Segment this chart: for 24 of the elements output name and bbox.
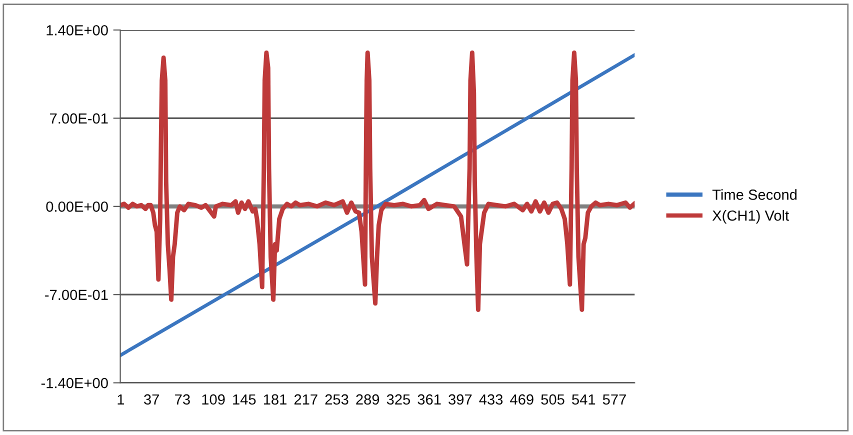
x-tick-label: 181 — [264, 394, 286, 405]
legend-label: X(CH1) Volt — [712, 210, 789, 224]
y-tick-label: -1.40E+00 — [41, 378, 108, 388]
x-tick-label: 37 — [144, 394, 159, 405]
x-tick-label: 397 — [448, 394, 472, 405]
y-tick-label: -7.00E-01 — [45, 290, 108, 300]
y-tick-label: 0.00E+00 — [46, 202, 108, 212]
x-tick-label: 289 — [356, 394, 380, 405]
x-tick-label: 253 — [325, 394, 348, 405]
x-tick-label: 361 — [418, 394, 441, 405]
x-tick-label: 1 — [118, 394, 124, 404]
x-tick-label: 217 — [294, 394, 318, 404]
x-tick-label: 469 — [510, 394, 534, 405]
x-tick-label: 433 — [479, 394, 503, 405]
x-tick-label: 325 — [386, 394, 410, 405]
x-tick-label: 145 — [233, 394, 256, 405]
y-tick-label: 7.00E-01 — [50, 113, 108, 124]
x-tick-label: 541 — [572, 394, 596, 405]
x-tick-label: 505 — [541, 394, 564, 405]
y-tick-label: 1.40E+00 — [46, 25, 108, 36]
x-tick-label: 577 — [602, 394, 626, 405]
x-tick-label: 73 — [175, 394, 190, 405]
x-tick-label: 109 — [202, 394, 225, 405]
legend-label: Time Second — [712, 189, 797, 200]
